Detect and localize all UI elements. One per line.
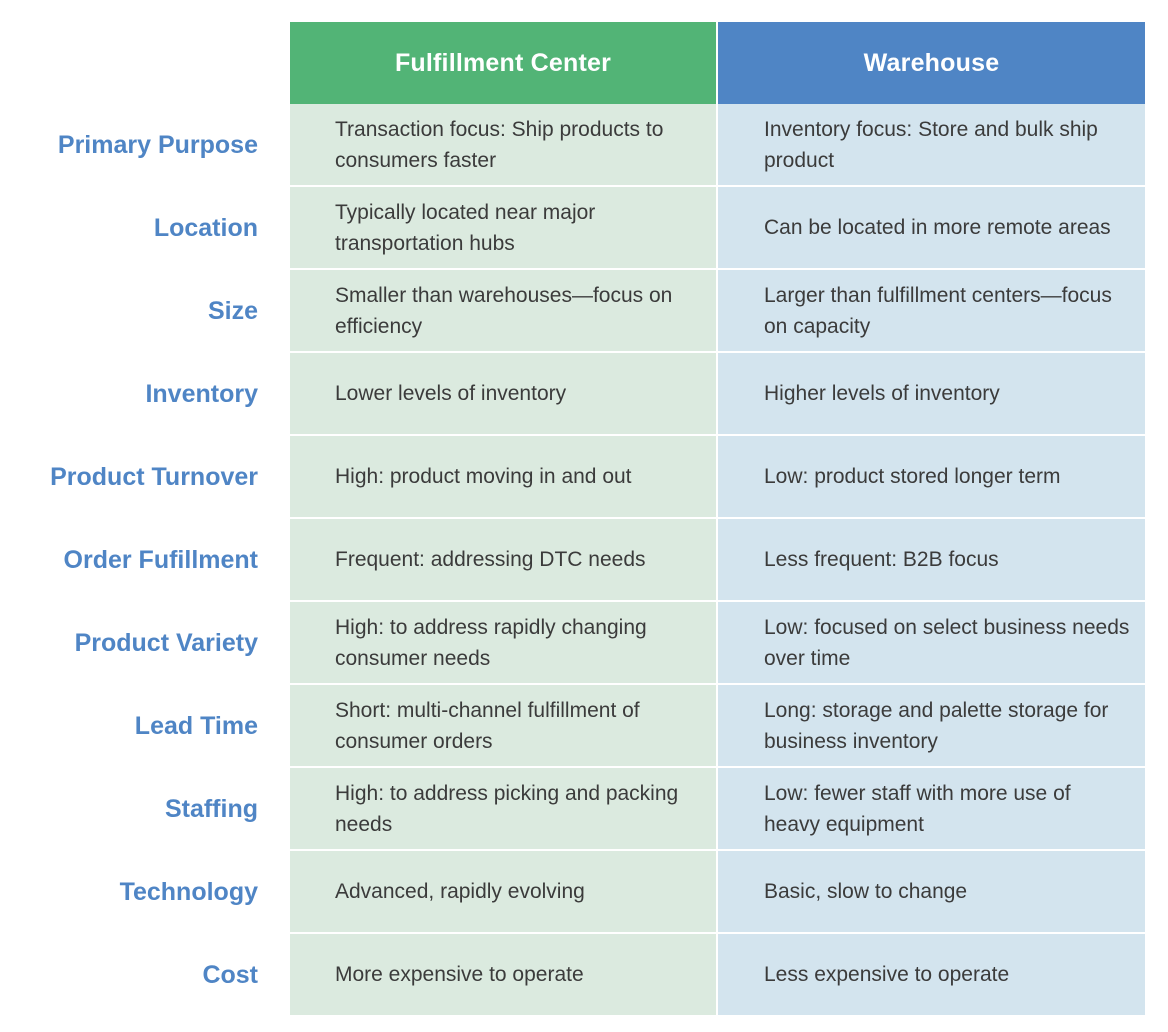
- warehouse-cell: Low: product stored longer term: [718, 436, 1145, 517]
- row-label: Cost: [202, 961, 258, 989]
- header-fulfillment-center: Fulfillment Center: [290, 22, 716, 104]
- fulfillment-center-cell: High: product moving in and out: [290, 436, 716, 517]
- table-row: Product Turnover High: product moving in…: [0, 436, 1168, 519]
- row-divider: [290, 932, 1145, 934]
- row-divider: [290, 766, 1145, 768]
- warehouse-cell: Can be located in more remote areas: [718, 187, 1145, 268]
- row-divider: [290, 849, 1145, 851]
- row-label: Product Turnover: [50, 463, 258, 491]
- warehouse-cell: Less expensive to operate: [718, 934, 1145, 1015]
- fulfillment-center-cell: Lower levels of inventory: [290, 353, 716, 434]
- row-divider: [290, 434, 1145, 436]
- table-row: Size Smaller than warehouses—focus on ef…: [0, 270, 1168, 353]
- row-label: Staffing: [164, 795, 258, 823]
- row-label: Primary Purpose: [57, 131, 258, 159]
- table-row: Location Typically located near major tr…: [0, 187, 1168, 270]
- table-row: Order Fufillment Frequent: addressing DT…: [0, 519, 1168, 602]
- table-row: Cost More expensive to operate Less expe…: [0, 934, 1168, 1017]
- fulfillment-center-cell: Transaction focus: Ship products to cons…: [290, 104, 716, 185]
- table-body: Primary Purpose Transaction focus: Ship …: [0, 104, 1168, 1017]
- header-warehouse: Warehouse: [716, 22, 1145, 104]
- fulfillment-center-cell: High: to address rapidly changing consum…: [290, 602, 716, 683]
- row-label: Lead Time: [134, 712, 258, 740]
- table-row: Inventory Lower levels of inventory High…: [0, 353, 1168, 436]
- fulfillment-center-cell: More expensive to operate: [290, 934, 716, 1015]
- row-divider: [290, 683, 1145, 685]
- row-label: Technology: [119, 878, 258, 906]
- warehouse-cell: Basic, slow to change: [718, 851, 1145, 932]
- warehouse-cell: Low: fewer staff with more use of heavy …: [718, 768, 1145, 849]
- table-row: Staffing High: to address picking and pa…: [0, 768, 1168, 851]
- row-label: Order Fufillment: [63, 546, 258, 574]
- table-row: Lead Time Short: multi-channel fulfillme…: [0, 685, 1168, 768]
- row-divider: [290, 351, 1145, 353]
- table-row: Product Variety High: to address rapidly…: [0, 602, 1168, 685]
- fulfillment-center-cell: Frequent: addressing DTC needs: [290, 519, 716, 600]
- warehouse-cell: Long: storage and palette storage for bu…: [718, 685, 1145, 766]
- fulfillment-center-cell: Short: multi-channel fulfillment of cons…: [290, 685, 716, 766]
- fulfillment-center-cell: Advanced, rapidly evolving: [290, 851, 716, 932]
- table-row: Primary Purpose Transaction focus: Ship …: [0, 104, 1168, 187]
- row-divider: [290, 1015, 1145, 1017]
- row-divider: [290, 600, 1145, 602]
- row-divider: [290, 185, 1145, 187]
- fulfillment-center-cell: Typically located near major transportat…: [290, 187, 716, 268]
- warehouse-cell: Higher levels of inventory: [718, 353, 1145, 434]
- table-row: Technology Advanced, rapidly evolving Ba…: [0, 851, 1168, 934]
- row-label: Location: [153, 214, 258, 242]
- warehouse-cell: Low: focused on select business needs ov…: [718, 602, 1145, 683]
- row-label: Product Variety: [74, 629, 258, 657]
- row-label: Inventory: [145, 380, 258, 408]
- row-divider: [290, 517, 1145, 519]
- warehouse-cell: Inventory focus: Store and bulk ship pro…: [718, 104, 1145, 185]
- fulfillment-center-cell: Smaller than warehouses—focus on efficie…: [290, 270, 716, 351]
- row-label: Size: [207, 297, 258, 325]
- warehouse-cell: Larger than fulfillment centers—focus on…: [718, 270, 1145, 351]
- row-divider: [290, 268, 1145, 270]
- fulfillment-center-cell: High: to address picking and packing nee…: [290, 768, 716, 849]
- table-header: Fulfillment Center Warehouse: [290, 22, 1145, 104]
- warehouse-cell: Less frequent: B2B focus: [718, 519, 1145, 600]
